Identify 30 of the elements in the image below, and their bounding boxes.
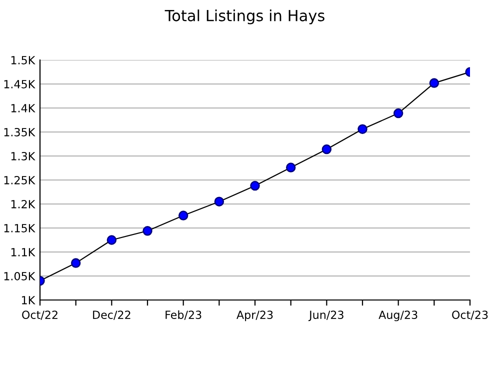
point bbox=[214, 196, 224, 206]
x-tick-label: Jun/23 bbox=[308, 310, 344, 322]
y-tick-label: 1.4K bbox=[11, 104, 36, 112]
y-tick-label: 1K bbox=[22, 296, 36, 304]
y-tick-label: 1.35K bbox=[4, 128, 36, 136]
y-tick-label: 1.3K bbox=[11, 152, 36, 160]
y-tick-label: 1.05K bbox=[4, 272, 36, 280]
point bbox=[142, 226, 152, 236]
x-tick-label: Oct/22 bbox=[22, 310, 58, 320]
y-tick-label: 1.5K bbox=[11, 56, 36, 64]
point bbox=[358, 124, 368, 134]
x-tick-label: Apr/23 bbox=[236, 310, 273, 322]
y-tick-label: 1.25K bbox=[4, 176, 36, 184]
point bbox=[250, 180, 260, 191]
y-tick-label: 1.15K bbox=[4, 224, 36, 232]
y-tick-label: 1.45K bbox=[4, 80, 36, 88]
point bbox=[393, 108, 404, 118]
y-tick-label: 1.1K bbox=[11, 248, 36, 256]
point bbox=[322, 144, 332, 154]
point bbox=[286, 162, 296, 172]
x-tick-label: Aug/23 bbox=[378, 310, 418, 322]
x-tick-label: Feb/23 bbox=[166, 310, 202, 320]
chart-title: Total Listings in Hays bbox=[164, 10, 324, 24]
x-tick-label: Oct/23 bbox=[452, 310, 488, 320]
point bbox=[106, 235, 117, 245]
point bbox=[178, 210, 188, 220]
x-tick-label: Dec/22 bbox=[93, 310, 130, 320]
y-tick-label: 1.2K bbox=[11, 200, 36, 208]
point bbox=[70, 258, 81, 268]
point bbox=[429, 78, 440, 88]
